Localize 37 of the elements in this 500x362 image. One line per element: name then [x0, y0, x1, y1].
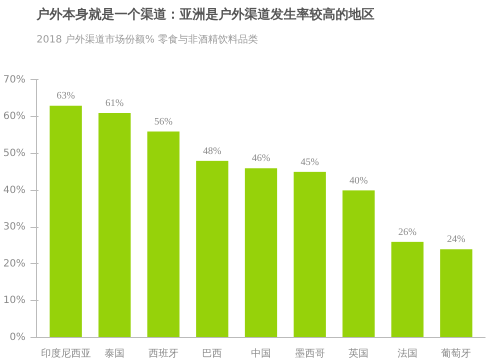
data-label: 63%	[56, 90, 75, 102]
x-tick-label: 法国	[397, 348, 418, 360]
x-tick-label: 墨西哥	[294, 348, 325, 360]
bar	[147, 131, 180, 338]
chart-title: 户外本身就是一个渠道：亚洲是户外渠道发生率较高的地区	[36, 6, 374, 22]
bar	[294, 172, 326, 338]
y-tick-label: 30%	[3, 222, 26, 233]
data-label: 61%	[105, 98, 124, 110]
data-label: 24%	[447, 234, 466, 246]
y-tick-label: 50%	[3, 148, 26, 160]
bar	[342, 190, 375, 338]
x-tick-label: 印度尼西亚	[40, 348, 91, 360]
y-tick-label: 0%	[10, 332, 26, 343]
bar	[98, 113, 131, 338]
data-label: 46%	[252, 153, 270, 164]
data-label: 45%	[300, 156, 319, 168]
x-tick-label: 中国	[251, 348, 271, 360]
bar	[440, 249, 472, 338]
bar	[196, 160, 228, 338]
y-tick-label: 40%	[3, 184, 26, 196]
bar	[391, 242, 424, 338]
bar	[50, 106, 82, 338]
chart-subtitle: 2018 户外渠道市场份额% 零食与非酒精饮料品类	[36, 34, 258, 46]
y-tick-label: 20%	[3, 258, 26, 270]
x-tick-label: 英国	[348, 348, 369, 360]
x-tick-label: 巴西	[202, 348, 222, 360]
x-tick-label: 泰国	[104, 348, 125, 360]
data-label: 48%	[203, 146, 222, 157]
y-tick-label: 60%	[3, 111, 26, 122]
y-tick-label: 70%	[3, 74, 26, 86]
y-tick-label: 10%	[3, 295, 26, 306]
bar	[244, 168, 278, 338]
data-label: 56%	[154, 116, 173, 128]
data-label: 40%	[349, 175, 368, 186]
x-tick-label: 西班牙	[148, 348, 178, 360]
x-tick-label: 葡萄牙	[441, 348, 472, 360]
data-label: 26%	[398, 226, 417, 238]
